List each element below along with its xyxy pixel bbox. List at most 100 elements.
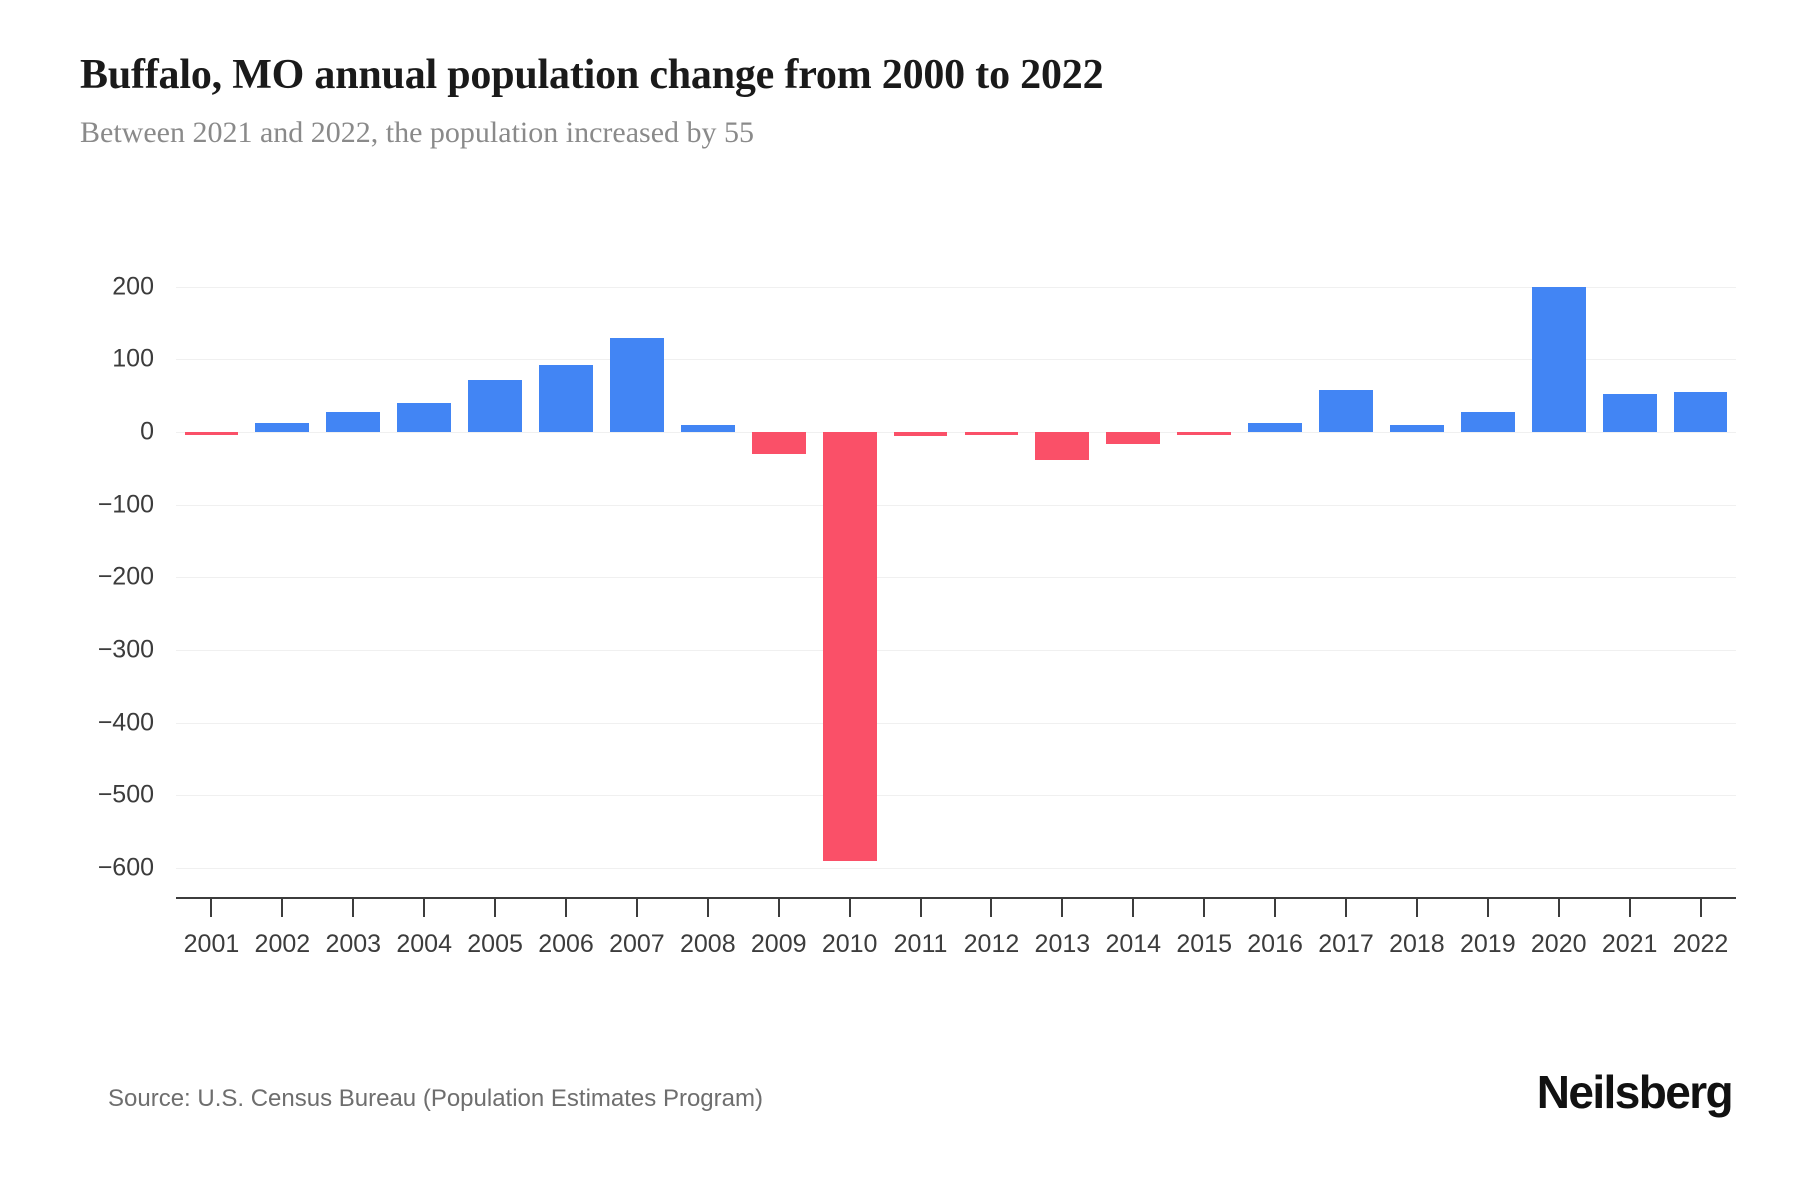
y-axis-tick-label: −200 (97, 562, 154, 591)
x-axis-tick-mark (1203, 899, 1206, 917)
bar-slot (176, 265, 247, 897)
bar-2009[interactable] (751, 432, 806, 454)
x-axis-tick-mark (1486, 899, 1489, 917)
bar-slot (814, 265, 885, 897)
x-axis-tick-label-2007: 2007 (609, 930, 665, 958)
bar-2020[interactable] (1531, 286, 1586, 433)
x-axis-labels: 2001 2002 2003 2004 2005 2006 2007 2008 2009 2010… (176, 930, 1736, 970)
x-axis-tick-label-2020: 2020 (1530, 930, 1587, 958)
gridline (176, 504, 1736, 506)
bar-slot (1169, 265, 1240, 897)
bar-2022[interactable] (1673, 392, 1728, 433)
bar-2011[interactable] (893, 432, 948, 436)
x-axis-tick-mark (777, 899, 780, 917)
bar-2004[interactable] (397, 403, 452, 433)
x-axis-tick-mark (565, 899, 567, 917)
bar-slot (743, 265, 814, 897)
bar-2014[interactable] (1106, 432, 1161, 445)
y-axis-tick-label: −300 (97, 635, 154, 664)
plot-area: 200 100 0 −100 −200 −300 −400 −500 −600 (98, 265, 1736, 897)
bar-slot (1311, 265, 1382, 897)
x-axis-tick-label-2002: 2002 (254, 930, 311, 958)
bar-slot (318, 265, 389, 897)
gridline (176, 286, 1736, 288)
bars-layer (176, 265, 1736, 897)
bar-2003[interactable] (326, 411, 381, 433)
y-axis-tick-label: 0 (140, 417, 154, 446)
x-axis-tick-label-2016: 2016 (1247, 930, 1303, 958)
y-axis-tick-label: −500 (97, 780, 154, 809)
y-axis-tick-label: 200 (112, 272, 154, 301)
x-axis-tick-mark (1061, 899, 1064, 917)
bar-2018[interactable] (1389, 424, 1444, 433)
bar-slot (1594, 265, 1665, 897)
x-axis-tick-mark (281, 899, 284, 917)
brand-logo: Neilsberg (1536, 1066, 1734, 1118)
x-axis-tick-label-2018: 2018 (1389, 930, 1445, 958)
x-axis-tick-mark (1557, 899, 1560, 917)
y-axis-tick-label: 100 (112, 344, 154, 373)
bar-2019[interactable] (1460, 412, 1515, 433)
bar-slot (672, 265, 743, 897)
bar-2021[interactable] (1602, 393, 1657, 433)
chart-header: Buffalo, MO annual population change fro… (80, 52, 1680, 151)
gridline (176, 650, 1736, 651)
gridline (176, 795, 1736, 797)
x-axis-tick-mark (352, 899, 355, 917)
x-axis-tick-label-2004: 2004 (396, 930, 452, 958)
bar-slot (1381, 265, 1452, 897)
x-axis-tick-mark (919, 899, 922, 917)
x-axis-tick-mark (706, 899, 709, 917)
x-axis-tick-mark (210, 899, 213, 917)
bar-2005[interactable] (468, 379, 522, 433)
gridline (176, 722, 1736, 724)
bar-slot (601, 265, 672, 897)
bar-slot (460, 265, 531, 897)
bar-2002[interactable] (255, 422, 310, 433)
x-axis-tick-label-2011: 2011 (893, 930, 948, 958)
bar-2001[interactable] (184, 432, 239, 436)
x-axis-tick-label-2019: 2019 (1460, 930, 1516, 958)
x-axis-tick-mark (1699, 899, 1702, 917)
x-axis-tick-mark (1132, 899, 1135, 917)
x-axis-tick-label-2021: 2021 (1601, 930, 1658, 958)
x-axis-line (176, 897, 1736, 899)
page-title: Buffalo, MO annual population change fro… (80, 52, 1104, 98)
bar-slot (531, 265, 602, 897)
x-axis-tick-label-2022: 2022 (1672, 930, 1729, 958)
source-note: Source: U.S. Census Bureau (Population E… (108, 1085, 763, 1112)
bar-slot (389, 265, 460, 897)
x-axis-tick-label-2001: 2001 (183, 930, 240, 958)
bar-2008[interactable] (680, 424, 735, 433)
bar-slot (1240, 265, 1311, 897)
x-axis-tick-label-2015: 2015 (1176, 930, 1232, 958)
x-axis-tick-label-2009: 2009 (750, 930, 807, 958)
x-axis-tick-label-2014: 2014 (1105, 930, 1162, 958)
y-axis-tick-label: −400 (97, 708, 154, 737)
bar-2006[interactable] (539, 365, 593, 433)
x-axis-tick-label-2013: 2013 (1034, 930, 1091, 958)
bar-2012[interactable] (964, 432, 1019, 436)
x-axis-tick-label-2017: 2017 (1318, 930, 1374, 958)
x-axis-tick-label-2006: 2006 (538, 930, 594, 958)
x-axis-tick-mark (848, 899, 851, 917)
x-axis-tick-label-2005: 2005 (467, 930, 523, 958)
bar-2007[interactable] (609, 337, 664, 433)
bar-slot (956, 265, 1027, 897)
bar-slot (1027, 265, 1098, 897)
bar-2015[interactable] (1177, 432, 1232, 436)
bar-slot (885, 265, 956, 897)
bar-2017[interactable] (1319, 389, 1373, 433)
x-axis-tick-mark (1628, 899, 1631, 917)
x-axis-tick-mark (990, 899, 993, 917)
y-axis-tick-label: −600 (97, 853, 154, 882)
bar-slot (247, 265, 318, 897)
gridline (176, 432, 1736, 434)
bar-2010[interactable] (822, 432, 877, 861)
x-axis-tick-label-2010: 2010 (821, 930, 878, 958)
x-axis-tick-label-2003: 2003 (325, 930, 382, 958)
bar-2016[interactable] (1248, 422, 1302, 433)
x-axis-tick-mark (1274, 899, 1277, 917)
bar-2013[interactable] (1035, 432, 1090, 460)
